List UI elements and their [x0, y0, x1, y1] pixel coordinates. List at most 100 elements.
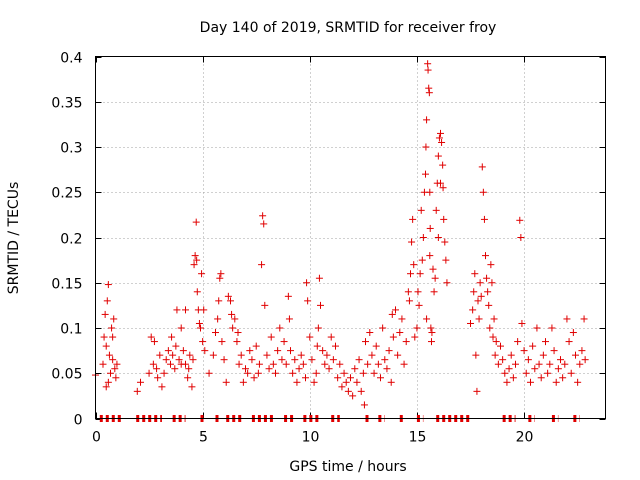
data-point [516, 216, 524, 224]
data-point [110, 315, 118, 323]
data-point [471, 270, 479, 278]
data-point [224, 292, 232, 300]
data-point [228, 310, 236, 318]
data-point [278, 356, 286, 364]
data-point [299, 360, 307, 368]
data-point [426, 188, 434, 196]
data-point [554, 365, 562, 373]
data-point [410, 261, 418, 269]
data-point [396, 329, 404, 337]
data-point [429, 265, 437, 273]
data-point [160, 369, 168, 377]
data-point [101, 310, 109, 318]
data-point [332, 342, 339, 350]
plot-frame [95, 56, 606, 419]
y-tick-label: 0.05 [51, 367, 82, 383]
data-point [113, 360, 121, 368]
data-point [185, 365, 193, 373]
data-point [315, 274, 323, 282]
data-point [164, 347, 172, 355]
data-point [423, 116, 431, 124]
data-point [218, 338, 226, 346]
data-point [472, 351, 480, 359]
data-point [254, 369, 262, 377]
data-point [537, 374, 545, 382]
data-point [385, 347, 393, 355]
data-point [413, 324, 421, 332]
data-point [424, 66, 432, 74]
data-point [483, 274, 491, 282]
data-point [172, 342, 180, 350]
data-point [173, 306, 181, 314]
data-point [222, 378, 230, 386]
x-tick-label: 20 [516, 430, 534, 446]
data-point [581, 356, 589, 364]
data-point [184, 374, 192, 382]
data-point [509, 374, 517, 382]
data-point [102, 342, 110, 350]
data-point [442, 256, 450, 264]
data-point [414, 288, 422, 296]
data-point [272, 369, 279, 377]
data-point [428, 329, 436, 337]
data-point [439, 161, 447, 169]
data-point [199, 338, 207, 346]
chart-title: Day 140 of 2019, SRMTID for receiver fro… [200, 20, 497, 36]
data-point [259, 212, 267, 220]
data-point [246, 347, 254, 355]
data-point [426, 252, 434, 260]
data-point [441, 238, 449, 246]
data-point [99, 360, 107, 368]
data-point [233, 338, 241, 346]
data-point [431, 274, 439, 282]
data-point [572, 351, 579, 359]
data-point [425, 89, 433, 97]
data-point [533, 324, 541, 332]
x-tick-label: 10 [302, 430, 320, 446]
data-point [427, 324, 435, 332]
data-point [175, 356, 183, 364]
data-point [404, 288, 412, 296]
data-point [291, 356, 299, 364]
data-point [336, 360, 344, 368]
data-point [168, 333, 176, 341]
data-point [439, 184, 447, 192]
data-point [474, 297, 482, 305]
data-point [480, 215, 488, 223]
data-point [149, 360, 157, 368]
data-point [235, 360, 243, 368]
data-point [489, 333, 497, 341]
data-point [527, 378, 534, 386]
data-point [209, 351, 217, 359]
data-point [200, 306, 208, 314]
data-point [578, 347, 586, 355]
data-point [182, 306, 189, 314]
data-point [198, 270, 206, 278]
data-point [499, 356, 507, 364]
data-point [497, 342, 504, 350]
data-point [411, 333, 419, 341]
data-point [321, 360, 329, 368]
data-point [398, 315, 406, 323]
data-point [112, 374, 120, 382]
data-point [565, 338, 573, 346]
data-point [234, 329, 242, 337]
data-point [329, 356, 337, 364]
data-point [368, 351, 376, 359]
data-point [372, 342, 380, 350]
x-tick-label: 5 [199, 430, 208, 446]
data-point [494, 360, 502, 368]
data-point [574, 378, 582, 386]
data-point [201, 347, 209, 355]
data-point [415, 301, 423, 309]
data-point [539, 351, 547, 359]
data-point [269, 360, 277, 368]
data-point [381, 356, 389, 364]
data-point [103, 297, 111, 305]
data-point [512, 360, 519, 368]
data-point [557, 356, 564, 364]
data-point [437, 129, 444, 137]
data-point [150, 338, 158, 346]
data-point [434, 152, 442, 160]
y-axis-label: SRMTID / TECUs [6, 182, 22, 295]
